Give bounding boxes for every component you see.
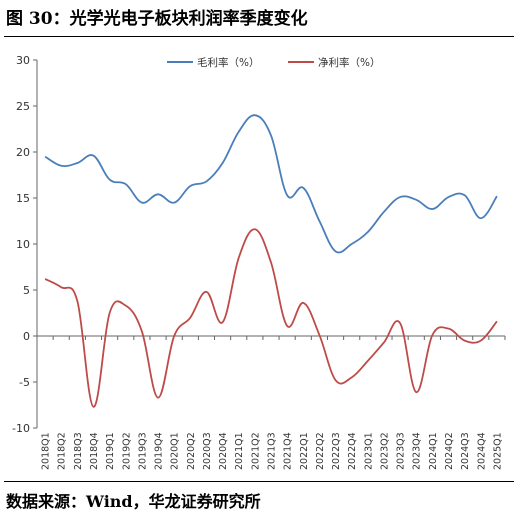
- y-tick-label: 10: [16, 238, 30, 251]
- series-line-2: [44, 228, 498, 408]
- x-tick-label: 2018Q3: [73, 432, 84, 470]
- y-tick-label: 25: [16, 100, 30, 113]
- y-tick-label: -10: [12, 422, 30, 435]
- x-tick-label: 2021Q3: [267, 432, 278, 470]
- x-tick-label: 2024Q1: [428, 432, 439, 470]
- x-tick-label: 2022Q2: [315, 432, 326, 470]
- y-tick-label: 0: [23, 330, 30, 343]
- x-tick-label: 2024Q4: [476, 432, 487, 470]
- x-tick-label: 2021Q4: [283, 432, 294, 470]
- legend-label-2: 净利率（%）: [318, 56, 380, 69]
- y-tick-label: 20: [16, 146, 30, 159]
- title-rule: [4, 36, 514, 37]
- chart-legend: 毛利率（%） 净利率（%）: [167, 56, 380, 69]
- y-tick-label: 30: [16, 54, 30, 67]
- x-tick-label: 2018Q1: [41, 432, 52, 470]
- x-tick-label: 2018Q4: [89, 432, 100, 470]
- y-tick-label: -5: [19, 376, 30, 389]
- figure-title: 图 30：光学光电子板块利润率季度变化: [6, 9, 308, 29]
- x-tick-label: 2022Q1: [299, 432, 310, 470]
- x-tick-label: 2023Q2: [379, 432, 390, 470]
- chart-axes: -10 -5 0 5 10 15 20 25 30 2018Q1 2018Q2 2018Q3 2018Q…: [12, 54, 506, 470]
- figure-source: 数据来源：Wind，华龙证券研究所: [6, 492, 261, 511]
- x-tick-label: 2025Q1: [492, 432, 503, 470]
- x-tick-label: 2020Q3: [202, 432, 213, 470]
- x-tick-label: 2019Q3: [137, 432, 148, 470]
- x-tick-label: 2018Q2: [57, 432, 68, 470]
- x-tick-label: 2021Q2: [250, 432, 261, 470]
- source-rule: [4, 481, 514, 482]
- x-tick-label: 2019Q1: [105, 432, 116, 470]
- x-tick-label: 2020Q2: [186, 432, 197, 470]
- chart-series: [44, 114, 498, 408]
- x-tick-label: 2022Q4: [347, 432, 358, 470]
- x-tick-label: 2024Q2: [444, 432, 455, 470]
- x-tick-label: 2023Q1: [363, 432, 374, 470]
- x-tick-label: 2020Q1: [170, 432, 181, 470]
- series-line-1: [44, 114, 498, 254]
- x-tick-label: 2023Q4: [412, 432, 423, 470]
- x-tick-label: 2019Q2: [121, 432, 132, 470]
- x-tick-label: 2024Q3: [460, 432, 471, 470]
- x-tick-label: 2022Q3: [331, 432, 342, 470]
- y-tick-label: 5: [23, 284, 30, 297]
- legend-label-1: 毛利率（%）: [197, 56, 259, 69]
- x-tick-label: 2019Q4: [154, 432, 165, 470]
- chart: -10 -5 0 5 10 15 20 25 30 2018Q1 2018Q2 2018Q3 2018Q…: [12, 54, 506, 470]
- x-tick-label: 2021Q1: [234, 432, 245, 470]
- x-tick-label: 2020Q4: [218, 432, 229, 470]
- x-tick-label: 2023Q3: [396, 432, 407, 470]
- y-tick-label: 15: [16, 192, 30, 205]
